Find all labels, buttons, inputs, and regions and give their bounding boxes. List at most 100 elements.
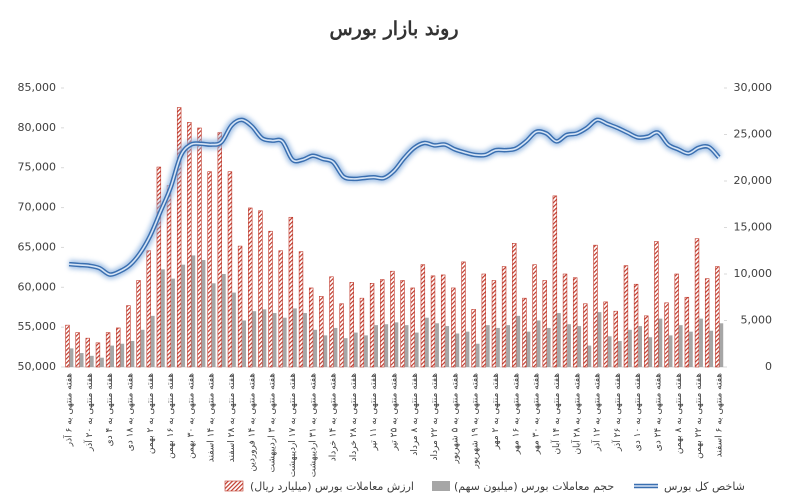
bar — [201, 260, 206, 367]
bar — [694, 238, 700, 368]
bar — [654, 241, 659, 368]
y-tick-label: 65,000 — [18, 240, 57, 253]
bar — [278, 250, 283, 368]
bar — [333, 327, 338, 367]
bar — [85, 337, 90, 368]
bar — [313, 329, 318, 367]
bar — [445, 326, 450, 367]
y-tick-label: 60,000 — [18, 280, 57, 293]
bar — [369, 282, 375, 368]
x-tick-label: هفته منتهی به ۱۱ تیر — [369, 373, 379, 452]
bar — [404, 325, 409, 367]
x-tick-label: هفته منتهی به ۳۰ بهمن — [186, 373, 196, 459]
bar — [455, 333, 460, 367]
bar — [410, 287, 415, 368]
bar — [516, 315, 521, 367]
bar — [319, 296, 324, 368]
bar — [471, 309, 476, 368]
bar — [156, 166, 162, 368]
y-tick-label: 55,000 — [18, 320, 57, 333]
bar — [248, 207, 253, 368]
x-tick-label: هفته منتهی به ۱۴ فروردین — [247, 373, 257, 472]
bar — [688, 331, 693, 367]
bar — [187, 122, 192, 368]
bar — [237, 245, 243, 368]
bar — [339, 303, 344, 368]
bar — [65, 324, 70, 368]
bar — [440, 274, 446, 368]
bar — [272, 313, 277, 367]
bar — [323, 335, 328, 367]
bar — [394, 322, 399, 367]
legend-label: شاخص کل بورس — [664, 480, 745, 493]
bar — [542, 280, 547, 368]
bar — [262, 309, 267, 367]
y-tick-label: 70,000 — [18, 201, 57, 214]
bar — [374, 325, 378, 367]
bar — [607, 336, 612, 367]
y2-tick-label: 0 — [765, 360, 772, 373]
x-tick-label: هفته منتهی به ۱۷ اردیبهشت — [288, 373, 298, 478]
bar — [546, 327, 551, 367]
bar — [424, 317, 429, 367]
bar — [221, 274, 226, 367]
legend-swatch — [224, 480, 244, 492]
x-tick-label: هفته منتهی به ۸ بهمن — [674, 373, 684, 454]
x-tick-label: هفته منتهی به ۲۲ بهمن — [694, 373, 704, 459]
bar — [150, 315, 155, 367]
legend-item: شاخص کل بورس — [634, 480, 745, 493]
x-tick-label: هفته منتهی به ۲۲ مرداد — [430, 373, 440, 461]
bar — [136, 280, 141, 368]
bar — [191, 255, 196, 367]
bar — [699, 318, 703, 367]
legend-item: ارزش معاملات بورس (میلیارد ریال) — [224, 480, 414, 493]
x-tick-label: هفته منتهی به ۱۹ شهریور — [471, 373, 481, 470]
bar — [146, 250, 151, 368]
bar — [268, 230, 273, 368]
x-tick-label: هفته منتهی به ۸ مرداد — [410, 373, 420, 456]
y-tick-label: 80,000 — [18, 121, 57, 134]
bar — [140, 329, 145, 367]
bar — [567, 324, 571, 367]
x-tick-label: هفته منتهی به ۴ دی — [105, 373, 115, 447]
bar — [282, 317, 287, 367]
bar — [617, 340, 622, 367]
bar — [100, 357, 104, 367]
bar — [292, 308, 297, 367]
bar — [603, 301, 608, 368]
bar — [120, 343, 125, 367]
bar — [475, 343, 480, 367]
bar — [242, 320, 246, 367]
bar — [583, 303, 588, 368]
chart-title: روند بازار بورس — [329, 18, 458, 40]
bar — [130, 340, 135, 367]
bar — [465, 331, 470, 367]
bar — [491, 280, 497, 368]
bar — [343, 338, 348, 367]
bar — [522, 297, 527, 368]
x-tick-label: هفته منتهی به ۳۰ مهر — [532, 373, 542, 455]
bar — [684, 296, 690, 368]
x-tick-label: هفته منتهی به ۱۶ مهر — [511, 373, 521, 455]
bar — [380, 279, 385, 368]
bar — [349, 282, 354, 368]
bar — [75, 332, 80, 368]
bar — [298, 251, 304, 368]
x-tick-label: هفته منتهی به ۲۴ دی — [654, 373, 664, 452]
bar — [126, 305, 131, 368]
x-tick-label: هفته منتهی به ۲ بهمن — [146, 373, 156, 454]
bar — [232, 292, 236, 367]
bar — [481, 273, 486, 368]
bar — [364, 335, 368, 367]
bar — [252, 311, 257, 367]
bar — [556, 313, 561, 367]
bar — [709, 330, 714, 367]
bar — [400, 280, 405, 368]
bar — [359, 297, 365, 368]
bar — [420, 264, 426, 368]
bar — [526, 331, 531, 367]
bar — [668, 335, 673, 367]
y2-tick-label: 15,000 — [734, 221, 773, 234]
x-tick-label: هفته منتهی به ۱۰ دی — [633, 373, 643, 452]
bar — [623, 265, 629, 368]
